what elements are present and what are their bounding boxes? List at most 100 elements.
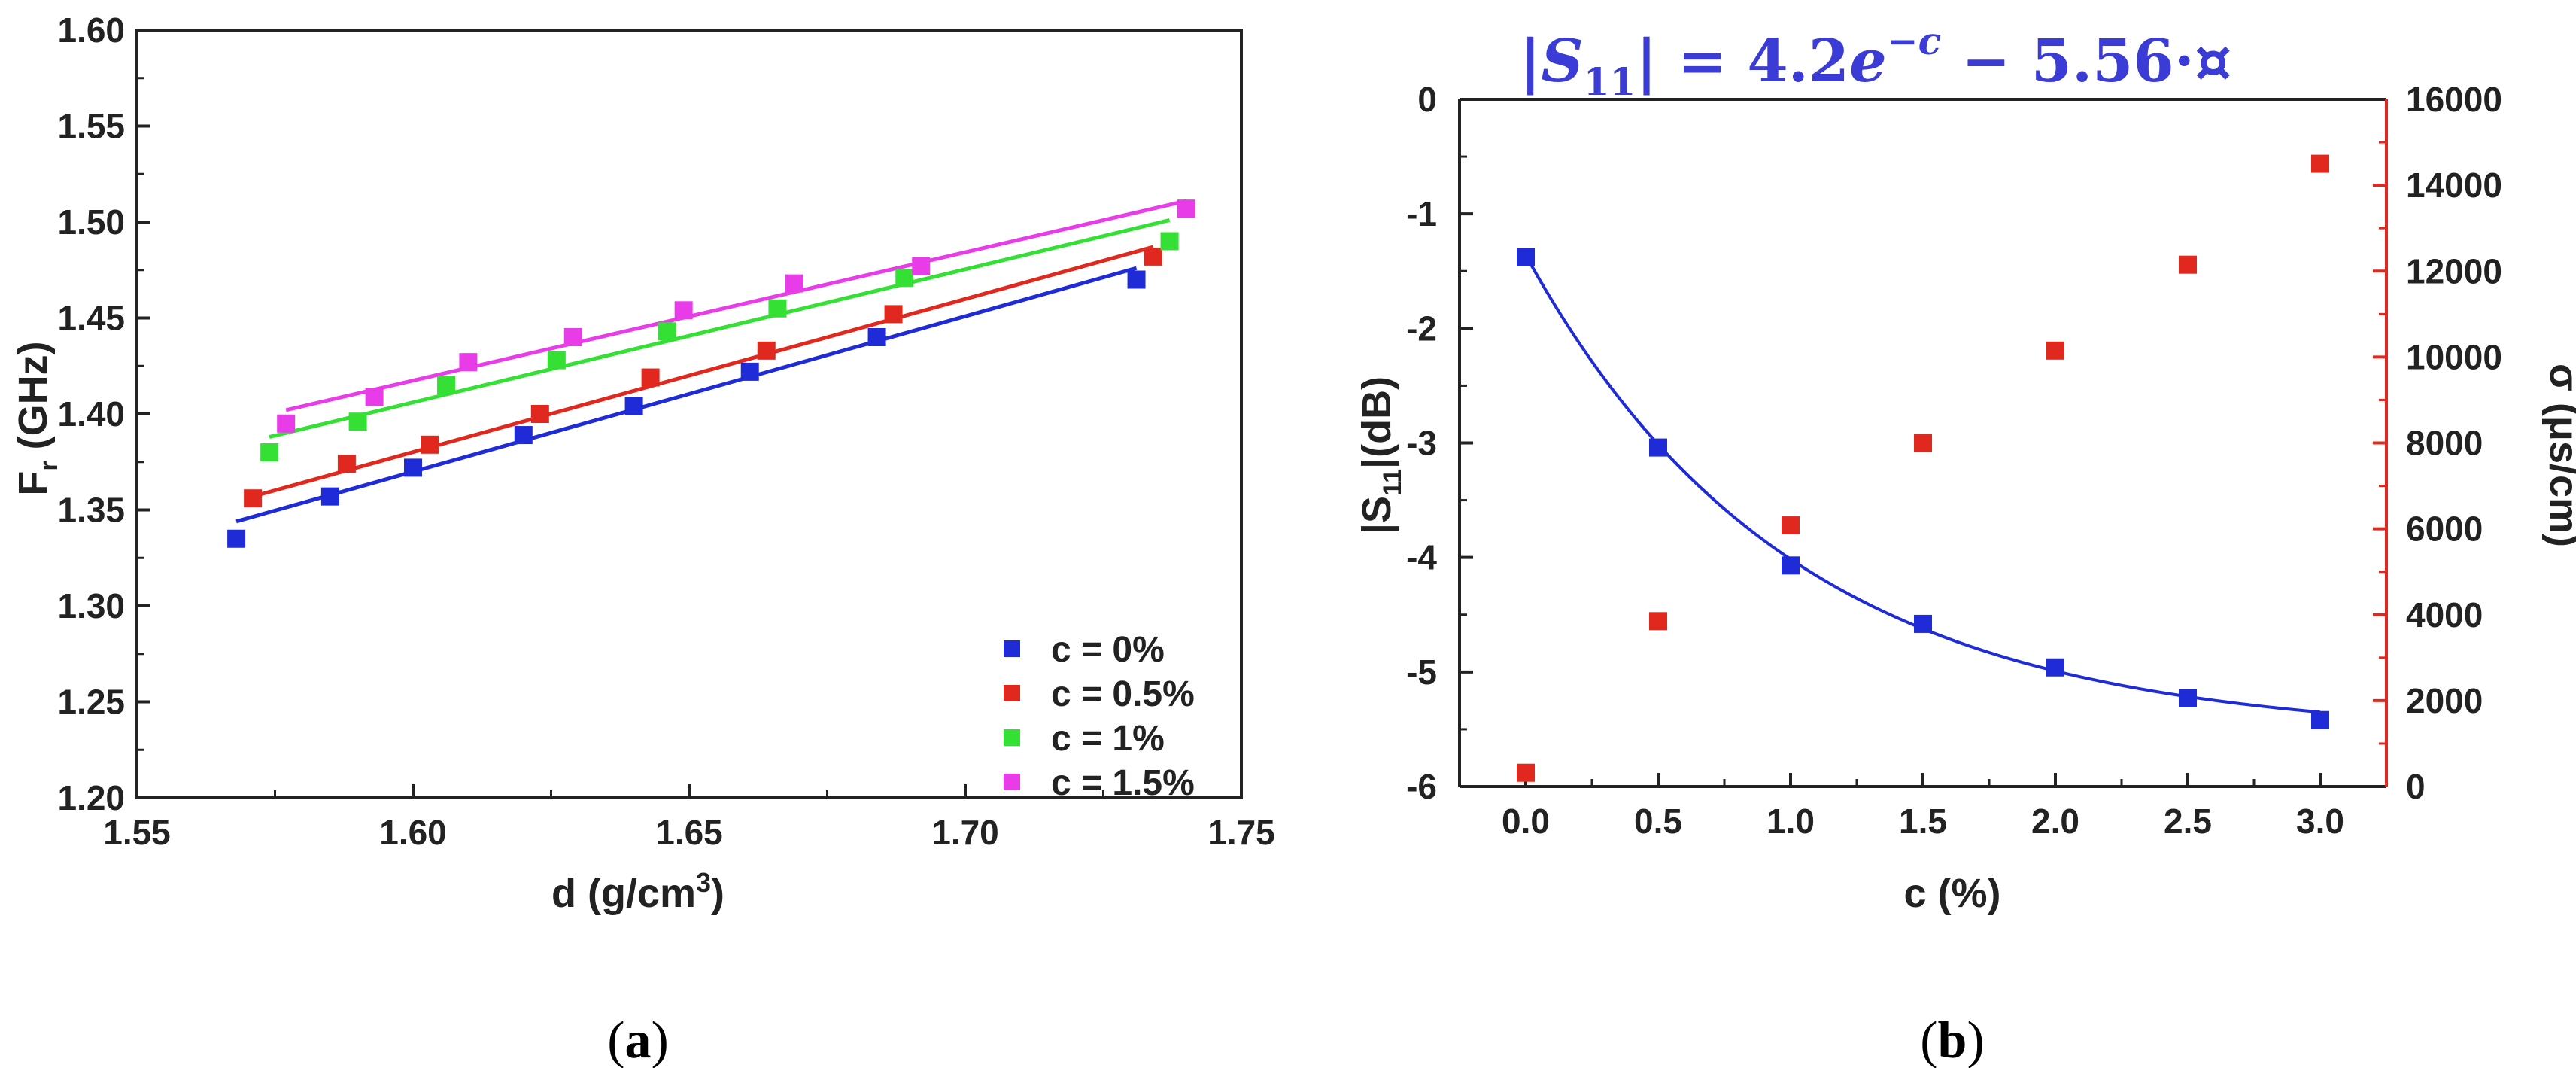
- chart-a-legend: c = 0%c = 0.5% c = 1%c = 1.5%: [1004, 630, 1195, 803]
- formula-rest: − 5.56·¤: [1941, 27, 2231, 96]
- formula-bar-open: |: [1520, 27, 1541, 96]
- chart-a-legend-label-1: c = 0.5%: [1051, 674, 1195, 714]
- chart-a-point: [884, 305, 903, 324]
- panel-a-close: ): [652, 1012, 669, 1068]
- chart-b-x-tick-label: 2.0: [2031, 802, 2079, 841]
- chart-b-s11-point: [1649, 438, 1667, 457]
- chart-a-point: [437, 376, 456, 394]
- chart-b-left-tick-label: -6: [1406, 767, 1437, 806]
- chart-a-xlabel: d (g/cm3): [551, 867, 724, 916]
- formula-bar-close: |: [1636, 27, 1657, 96]
- chart-a-y-axis-label: Fr (GHz): [11, 341, 63, 495]
- chart-b-ylabel-left: |S11|(dB): [1354, 376, 1407, 534]
- chart-b-x-tick-label: 3.0: [2296, 802, 2344, 841]
- chart-a-fit-line-3: [285, 199, 1187, 412]
- panel-b-close: ): [1967, 1012, 1984, 1068]
- chart-a-y-tick-label: 1.35: [57, 491, 125, 530]
- chart-b-right-tick-labels: 0 2000 4000 6000 8000 10000 12000 14000 16000: [2406, 80, 2502, 806]
- formula-exp: −c: [1887, 19, 1941, 63]
- chart-a-y-tick-label: 1.45: [57, 299, 125, 338]
- chart-a-y-tick-label: 1.60: [57, 11, 125, 50]
- panel-a-letter: a: [625, 1012, 652, 1068]
- chart-a-legend-marker-3: [1004, 774, 1020, 790]
- ylabel-left-sub: 11: [1378, 469, 1407, 496]
- chart-a-point: [895, 268, 914, 287]
- chart-b-left-tick-label: -5: [1406, 653, 1437, 692]
- chart-b-right-tick-label: 2000: [2406, 681, 2483, 720]
- chart-a-x-axis-label: d (g/cm3): [551, 867, 724, 916]
- panel-b-open: (: [1920, 1012, 1937, 1068]
- chart-a-y-tick-label: 1.50: [57, 202, 125, 242]
- chart-b-sigma-point: [1517, 763, 1535, 782]
- chart-a-point: [227, 529, 246, 548]
- chart-a-point: [757, 341, 776, 360]
- chart-a-point: [740, 362, 759, 381]
- chart-a-points: [227, 199, 1195, 548]
- chart-a-y-tick-label: 1.55: [57, 107, 125, 146]
- chart-a-point: [674, 301, 693, 320]
- chart-a-point: [1127, 270, 1146, 289]
- chart-b-ylabel-right: σ (μs/cm): [2541, 364, 2576, 547]
- chart-a-point: [1160, 232, 1179, 251]
- chart-a-fit-line-1: [252, 245, 1154, 499]
- chart-a-ylabel-sub: r: [35, 461, 63, 470]
- chart-a-x-tick-label: 1.60: [379, 813, 447, 852]
- chart-b-left-tick-label: -1: [1406, 194, 1437, 233]
- chart-a-legend-label-2: c = 1%: [1051, 719, 1165, 759]
- chart-b: |S11| = 4.2e−c − 5.56·¤ 0.0 0.5 1.0 1.5 2.0 2…: [1354, 19, 2576, 1068]
- chart-a-y-tick-label: 1.20: [57, 778, 125, 817]
- panel-label-b: (b): [1920, 1012, 1985, 1068]
- chart-b-left-tick-label: 0: [1417, 80, 1437, 119]
- panel-a-open: (: [607, 1012, 624, 1068]
- chart-a-x-tick-label: 1.65: [655, 813, 723, 852]
- chart-b-right-tick-label: 16000: [2406, 80, 2502, 119]
- chart-a-point: [260, 443, 279, 461]
- chart-b-s11-point: [1517, 248, 1535, 266]
- chart-a-point: [624, 397, 643, 415]
- chart-a-legend-marker-2: [1004, 729, 1020, 746]
- chart-b-sigma-point: [2046, 341, 2064, 360]
- chart-a-point: [564, 328, 582, 346]
- chart-a-y-tick-label: 1.25: [57, 683, 125, 722]
- chart-b-right-tick-label: 14000: [2406, 166, 2502, 205]
- chart-b-xlabel: c (%): [1903, 871, 2000, 916]
- chart-b-x-tick-label: 1.0: [1766, 802, 1815, 841]
- chart-a-fit-lines: [235, 199, 1187, 524]
- chart-b-x-tick-label: 1.5: [1899, 802, 1947, 841]
- panel-label-a: (a): [607, 1012, 669, 1068]
- chart-a-y-tick-labels: 1.20 1.25 1.30 1.35 1.40 1.45 1.50 1.55 1.60: [57, 11, 125, 817]
- chart-b-sigma-point: [1649, 612, 1667, 631]
- chart-a-point: [530, 405, 549, 423]
- chart-a-xlabel-main: d (g/cm: [551, 871, 696, 916]
- chart-a-point: [348, 412, 367, 431]
- chart-a-point: [277, 414, 296, 433]
- chart-a-point: [1144, 247, 1162, 266]
- chart-a-point: [320, 487, 339, 506]
- chart-a-x-tick-labels: 1.55 1.60 1.65 1.70 1.75: [103, 813, 1275, 852]
- chart-b-right-tick-label: 0: [2406, 767, 2426, 806]
- chart-b-left-axis-label: |S11|(dB): [1354, 376, 1407, 534]
- chart-a-point: [459, 353, 478, 372]
- chart-b-left-tick-labels: -6 -5 -4 -3 -2 -1 0: [1406, 80, 1437, 806]
- panel-b-letter: b: [1938, 1012, 1967, 1068]
- chart-b-sigma-point: [1914, 434, 1932, 452]
- chart-b-sigma-points: [1517, 154, 2329, 782]
- formula-e: e: [1849, 27, 1887, 96]
- chart-b-fit-curve: [1524, 254, 2321, 714]
- chart-a-point: [768, 299, 787, 318]
- chart-a-x-tick-label: 1.75: [1208, 813, 1275, 852]
- chart-b-right-tick-label: 12000: [2406, 251, 2502, 291]
- chart-b-left-tick-label: -2: [1406, 309, 1437, 348]
- chart-a-point: [658, 322, 676, 341]
- chart-b-sigma-point: [2311, 154, 2329, 173]
- formula-S: S: [1541, 27, 1583, 96]
- chart-a-point: [547, 351, 566, 370]
- chart-a-point: [912, 257, 931, 275]
- chart-a-legend-label-0: c = 0%: [1051, 630, 1165, 670]
- chart-b-formula: |S11| = 4.2e−c − 5.56·¤: [1520, 19, 2231, 104]
- chart-b-s11-points: [1517, 248, 2329, 729]
- chart-b-s11-point: [2311, 710, 2329, 729]
- chart-b-x-tick-labels: 0.0 0.5 1.0 1.5 2.0 2.5 3.0: [1502, 802, 2344, 841]
- chart-a-point: [404, 458, 422, 477]
